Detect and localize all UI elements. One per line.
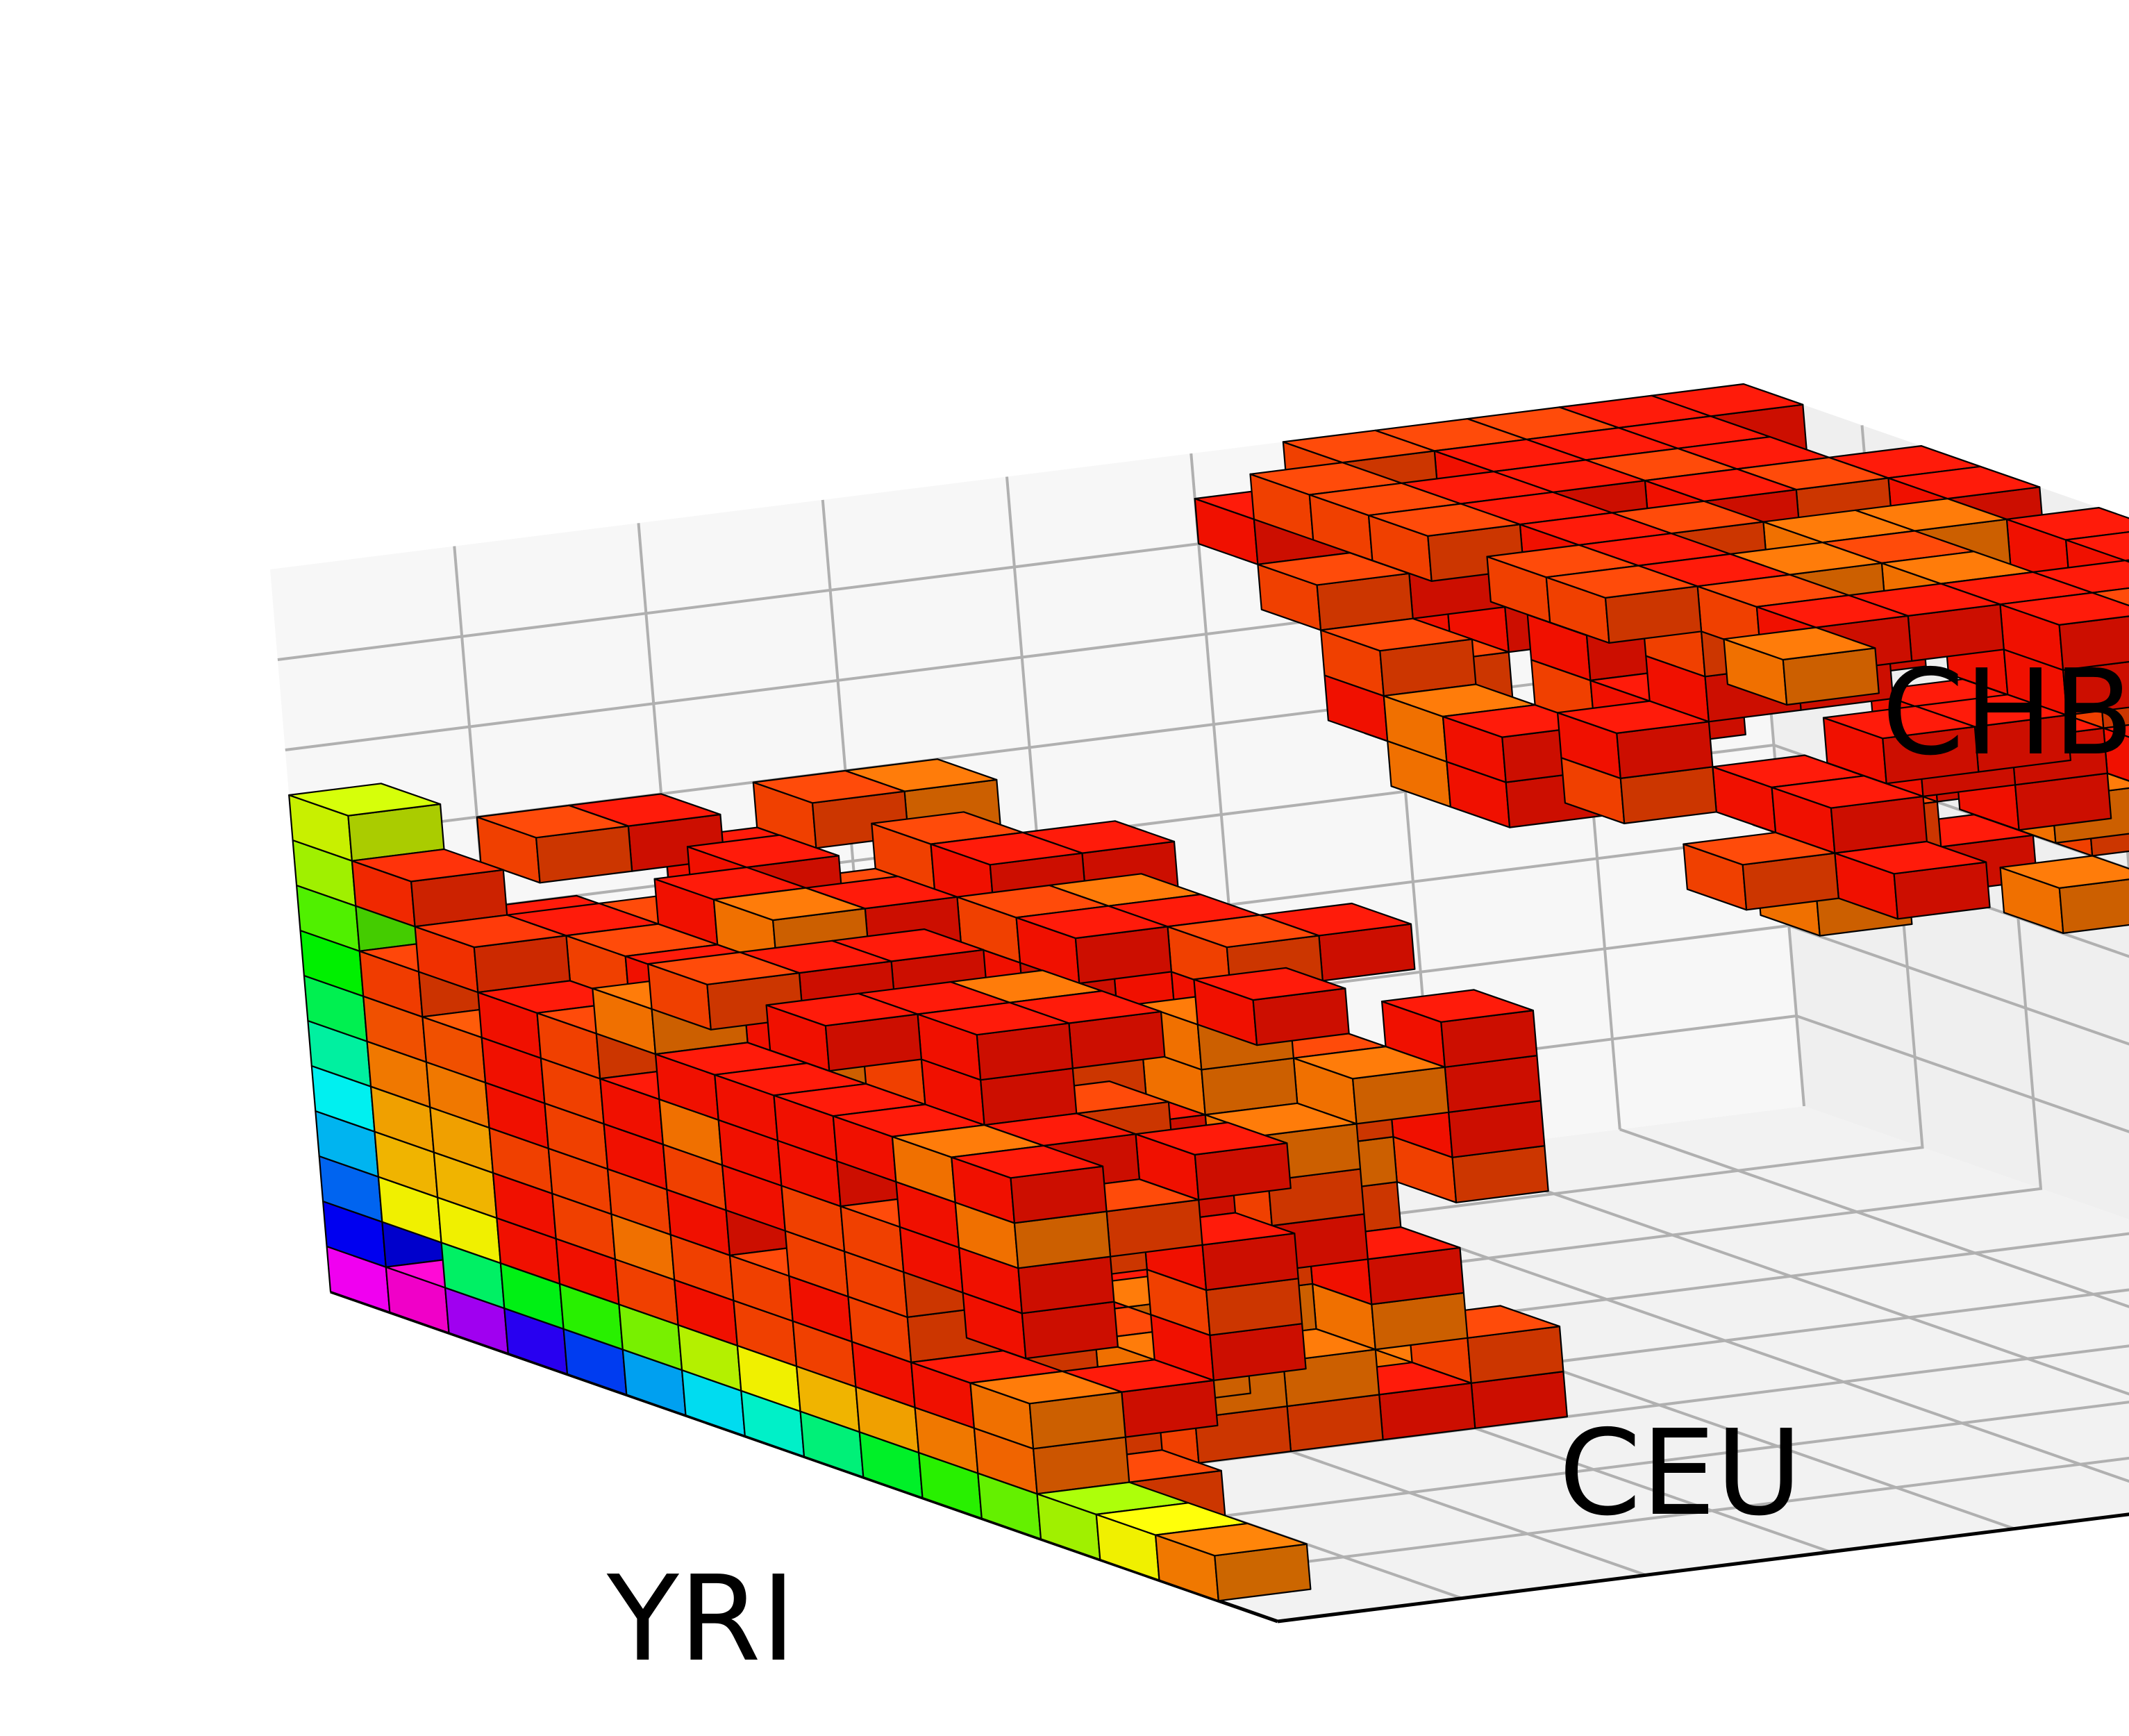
voxel (1319, 617, 1477, 697)
voxel-face-top (1822, 705, 1976, 740)
voxel (920, 1058, 1078, 1126)
voxel-field (288, 383, 2129, 1602)
voxel (1696, 574, 1850, 653)
voxel-face-top (969, 1370, 1123, 1405)
voxel-face-top (1015, 905, 1169, 940)
grid-line-x (1159, 1456, 2129, 1582)
z-axis-label: CHB (1882, 644, 2129, 782)
voxel-face-top (1367, 503, 1521, 537)
voxel-face-top (686, 834, 840, 869)
voxel-face-top (1282, 429, 1435, 464)
voxel (973, 1427, 1130, 1495)
voxel (351, 848, 508, 928)
voxel-face-top (1887, 465, 2041, 500)
voxel-face-top (2103, 724, 2129, 738)
y-axis-line (1277, 1512, 2129, 1624)
x-axis-label: YRI (606, 1551, 796, 1688)
voxel-face-top (930, 831, 1083, 866)
voxel (969, 1370, 1126, 1450)
voxel-face-top (1167, 914, 1320, 949)
voxel (773, 1083, 926, 1162)
voxel-face-top (1557, 700, 1710, 735)
voxel-face-top (951, 1144, 1104, 1179)
voxel-face-top (1834, 840, 1987, 875)
voxel (1545, 565, 1703, 644)
voxel (1036, 1481, 1189, 1560)
voxel (1193, 967, 1350, 1046)
voxel-face-top (765, 992, 919, 1027)
voxel (958, 1246, 1115, 1314)
voxel (1015, 905, 1173, 985)
voxel (288, 783, 445, 862)
voxel (956, 884, 1110, 964)
voxel (1308, 482, 1462, 562)
voxel-face-top (414, 914, 567, 949)
grid-line-y-floor (1619, 1128, 2129, 1308)
voxel (954, 1201, 1112, 1269)
voxel-face-top (1644, 468, 1797, 502)
voxel (1249, 461, 1403, 541)
voxel-face-side (2058, 878, 2129, 935)
voxel-face-top (1319, 617, 1473, 652)
voxel (917, 1001, 1074, 1081)
voxel-face-top (1135, 1121, 1288, 1156)
voxel-face-top (1193, 967, 1346, 1001)
voxel-face-top (2091, 587, 2129, 607)
voxel-face-top (2065, 531, 2129, 562)
voxel-face-top (1683, 831, 1836, 866)
voxel-face-top (1999, 855, 2129, 890)
voxel-face-top (1292, 1045, 1446, 1080)
voxel (1383, 683, 1536, 763)
voxel (1822, 705, 1980, 785)
voxel (1146, 1269, 1303, 1337)
voxel-face-side (2058, 615, 2129, 671)
voxel (1999, 855, 2129, 935)
voxel-face-top (917, 1001, 1070, 1036)
voxel (2091, 587, 2129, 607)
voxel-face-top (288, 783, 442, 817)
voxel (871, 811, 1024, 890)
voxel (951, 1144, 1108, 1224)
voxel (1712, 754, 1865, 834)
voxel-face-top (712, 887, 866, 921)
voxel-face-top (351, 848, 504, 883)
voxel (1380, 989, 1538, 1068)
voxel (1723, 626, 1880, 706)
voxel (1154, 1522, 1312, 1602)
voxel (1683, 831, 1839, 911)
voxel (476, 804, 633, 884)
voxel (1999, 592, 2129, 671)
voxel-face-top (1545, 565, 1698, 599)
voxel (565, 923, 719, 1003)
voxel-face-side (2062, 660, 2129, 717)
grid-line-y-floor (1435, 1151, 2129, 1396)
voxel-face-top (1755, 594, 1909, 628)
y-axis-label: CEU (1559, 1405, 1803, 1542)
voxel-face-top (1154, 1522, 1308, 1557)
voxel-face-top (1380, 989, 1534, 1023)
voxel-face-top (1723, 626, 1876, 661)
voxel (765, 992, 923, 1072)
voxel-face-top (476, 804, 629, 839)
grid-line-x (1040, 1401, 2129, 1541)
voxel-face-top (1999, 592, 2129, 626)
voxel (1834, 840, 1991, 920)
voxel (1557, 700, 1714, 780)
voxel-face-top (646, 951, 801, 985)
voxel (414, 914, 571, 994)
voxel-face-top (2005, 506, 2129, 541)
voxel (1135, 1121, 1292, 1201)
voxel-face-top (752, 769, 905, 804)
voxel (654, 1042, 808, 1121)
